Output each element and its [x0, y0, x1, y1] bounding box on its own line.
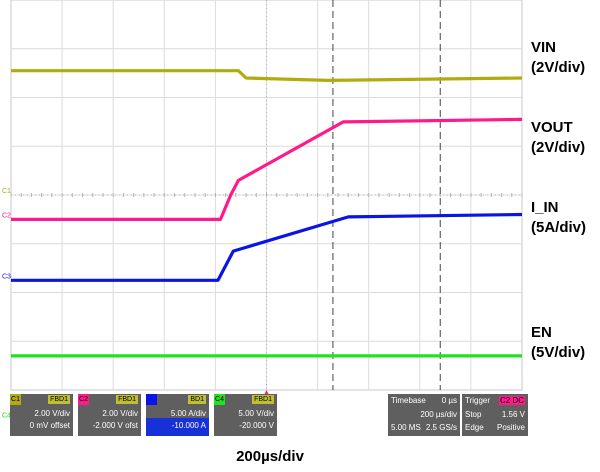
en-label: EN (5V/div)	[531, 323, 585, 363]
channel-panel-c3[interactable]: BD1 5.00 A/div -10.000 A	[146, 394, 209, 436]
trigger-title: Trigger	[465, 396, 491, 405]
en-scale: (5V/div)	[531, 344, 586, 361]
grid	[10, 0, 523, 391]
vout-name: VOUT	[531, 119, 573, 136]
c4-tag: C4	[214, 394, 225, 405]
channel-markers: C1 C2 C3 C4	[2, 188, 11, 419]
c1-settings: FBD1	[48, 395, 70, 404]
c2-tag: C2	[78, 394, 89, 405]
traces	[11, 69, 523, 358]
timebase-title: Timebase	[391, 396, 426, 405]
trigger-mode: Stop	[465, 410, 482, 419]
channel-panel-c1[interactable]: C1 FBD1 2.00 V/div 0 mV offset	[10, 394, 73, 436]
marker-c3: C3	[2, 273, 11, 280]
iin-label: I_IN (5A/div)	[531, 198, 586, 238]
c1-scale: 2.00 V/div	[34, 409, 70, 418]
c4-settings: FBD1	[252, 395, 274, 404]
channel-panel-c2[interactable]: C2 FBD1 2.00 V/div -2.000 V ofst	[78, 394, 141, 436]
time-per-division: 200µs/div	[236, 448, 304, 465]
trigger-slope: Positive	[496, 423, 525, 432]
en-name: EN	[531, 324, 552, 341]
trigger-panel[interactable]: Trigger C2 DC Stop 1.56 V Edge Positive	[462, 394, 528, 436]
iin-scale: (5A/div)	[531, 219, 587, 236]
timebase-samples: 5.00 MS	[391, 423, 421, 432]
trace-vout	[11, 117, 523, 221]
c3-tag	[146, 394, 157, 405]
timebase-rate: 2.5 GS/s	[425, 423, 457, 432]
c4-offset: -20.000 V	[239, 421, 274, 430]
c2-settings: FBD1	[116, 395, 138, 404]
vout-scale: (2V/div)	[531, 139, 586, 156]
trigger-channel: C2 DC	[498, 396, 525, 405]
c3-offset: -10.000 A	[171, 421, 206, 430]
c4-scale: 5.00 V/div	[238, 409, 274, 418]
timebase-per-div: 200 µs/div	[420, 410, 457, 419]
marker-c4: C4	[2, 412, 11, 419]
trigger-type: Edge	[465, 423, 484, 432]
trace-i-in	[11, 212, 523, 282]
c2-scale: 2.00 V/div	[102, 409, 138, 418]
c2-offset: -2.000 V ofst	[92, 421, 138, 430]
vin-scale: (2V/div)	[531, 59, 586, 76]
vout-label: VOUT (2V/div)	[531, 118, 585, 158]
vin-label: VIN (2V/div)	[531, 38, 585, 78]
timebase-panel[interactable]: Timebase 0 µs 200 µs/div 5.00 MS 2.5 GS/…	[388, 394, 460, 436]
marker-c1: C1	[2, 188, 11, 195]
iin-name: I_IN	[531, 199, 559, 216]
vin-name: VIN	[531, 39, 557, 56]
trace-vin	[11, 69, 523, 83]
trigger-level: 1.56 V	[501, 410, 525, 419]
c1-offset: 0 mV offset	[29, 421, 70, 430]
marker-c2: C2	[2, 212, 11, 219]
c1-tag: C1	[10, 394, 21, 405]
channel-panel-c4[interactable]: C4 FBD1 5.00 V/div -20.000 V	[214, 394, 277, 436]
timebase-offset: 0 µs	[441, 396, 457, 405]
c3-scale: 5.00 A/div	[170, 409, 206, 418]
c3-settings: BD1	[188, 395, 206, 404]
